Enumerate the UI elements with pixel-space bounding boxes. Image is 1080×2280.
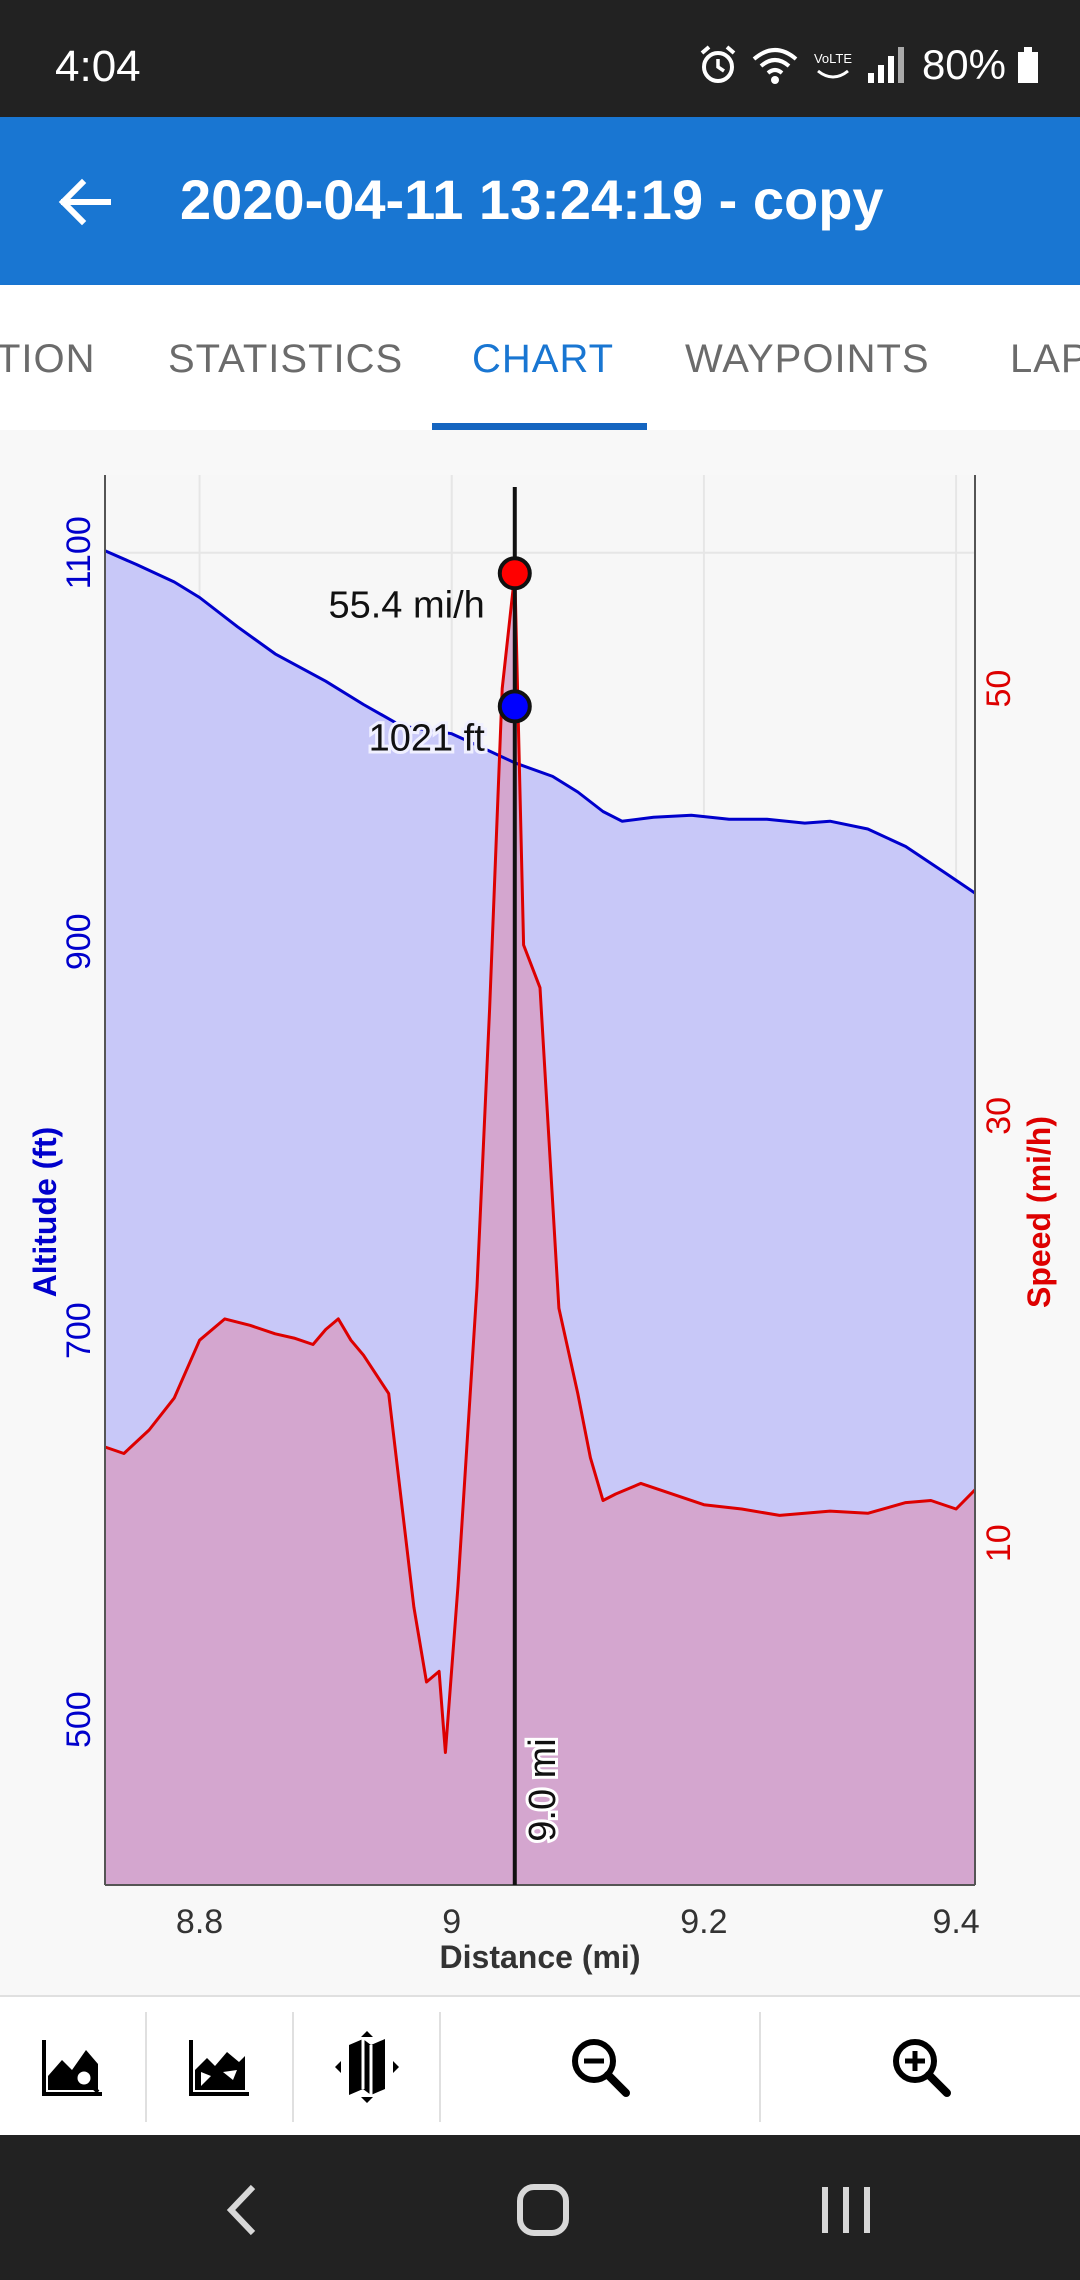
map-view-icon: [334, 2031, 399, 2103]
toolbar-divider: [145, 2012, 147, 2122]
x-tick-label: 9.4: [932, 1903, 979, 1941]
y-left-tick-label: 1100: [60, 516, 98, 589]
tab-bar: TION STATISTICS CHART WAYPOINTS LAP: [0, 285, 1080, 430]
status-time: 4:04: [55, 42, 141, 91]
toolbar-divider: [759, 2012, 761, 2122]
map-view-button[interactable]: [294, 1997, 439, 2137]
y-left-tick-label: 500: [60, 1691, 98, 1748]
tab-waypoints[interactable]: WAYPOINTS: [685, 337, 930, 381]
page-title: 2020-04-11 13:24:19 - copy: [180, 168, 884, 231]
home-nav-icon[interactable]: [498, 2165, 588, 2255]
speed-marker: [497, 556, 532, 591]
y-right-tick-label: 30: [980, 1097, 1018, 1135]
x-tick-label: 8.8: [176, 1903, 223, 1941]
y-left-tick-label: 700: [60, 1302, 98, 1359]
chart-axes: 8.8 9 9.2 9.4 500 700 900 1100 10 30 50 Distance (m…: [27, 475, 1057, 1975]
battery-icon: [1018, 47, 1038, 83]
app-bar: 2020-04-11 13:24:19 - copy: [0, 117, 1080, 285]
tab-statistics[interactable]: STATISTICS: [168, 337, 404, 381]
speed-value-label: 55.4 mi/h: [328, 584, 484, 626]
battery-percent: 80%: [921, 41, 1006, 88]
system-nav-bar: [0, 2135, 1080, 2280]
wifi-icon: [752, 48, 798, 84]
back-nav-icon[interactable]: [197, 2165, 287, 2255]
back-arrow-icon[interactable]: [50, 167, 120, 237]
altitude-chart-icon: [41, 2040, 102, 2096]
chart-series: [104, 549, 977, 1885]
x-axis-title: Distance (mi): [440, 1939, 641, 1975]
elevation-speed-chart[interactable]: 8.8 9 9.2 9.4 500 700 900 1100 10 30 50 Distance (m…: [0, 430, 1080, 1995]
distance-value-label: 9.0 mi: [522, 1738, 564, 1841]
y-right-tick-label: 10: [980, 1524, 1018, 1562]
speed-area: [105, 573, 975, 1885]
chart-toolbar: [0, 1995, 1080, 2137]
x-tick-label: 9: [442, 1903, 461, 1941]
zoom-out-icon: [572, 2039, 630, 2097]
altitude-value-label: 1021 ft: [369, 717, 486, 759]
speed-chart-icon: [188, 2040, 249, 2096]
y-left-axis-title: Altitude (ft): [27, 1127, 63, 1298]
zoom-in-button[interactable]: [761, 1997, 1080, 2137]
altitude-line: [104, 549, 976, 895]
zoom-in-icon: [892, 2039, 951, 2097]
y-right-axis-title: Speed (mi/h): [1021, 1116, 1057, 1308]
tab-description[interactable]: TION: [0, 337, 96, 381]
altitude-marker: [497, 689, 532, 724]
active-tab-indicator: [432, 423, 647, 430]
signal-icon: [867, 47, 904, 83]
volte-icon: VoLTE: [814, 51, 852, 79]
speed-chart-button[interactable]: [147, 1997, 292, 2137]
alarm-icon: [700, 45, 736, 83]
y-right-tick-label: 50: [980, 670, 1018, 708]
x-tick-label: 9.2: [680, 1903, 727, 1941]
status-bar: 4:04 VoLTE 80%: [0, 0, 1080, 117]
zoom-out-button[interactable]: [441, 1997, 759, 2137]
recents-nav-icon[interactable]: [801, 2165, 891, 2255]
altitude-chart-button[interactable]: [0, 1997, 145, 2137]
svg-text:VoLTE: VoLTE: [814, 51, 852, 66]
chart-container[interactable]: 8.8 9 9.2 9.4 500 700 900 1100 10 30 50 Distance (m…: [0, 430, 1080, 1995]
toolbar-divider: [292, 2012, 294, 2122]
chart-cursor: 55.4 mi/h 1021 ft 9.0 mi: [328, 487, 567, 1885]
toolbar-divider: [439, 2012, 441, 2122]
tab-laps[interactable]: LAP: [1010, 337, 1080, 381]
speed-line: [104, 571, 977, 1754]
y-left-tick-label: 900: [60, 913, 98, 970]
status-icons: VoLTE 80%: [696, 40, 1040, 90]
tab-chart[interactable]: CHART: [472, 337, 615, 381]
